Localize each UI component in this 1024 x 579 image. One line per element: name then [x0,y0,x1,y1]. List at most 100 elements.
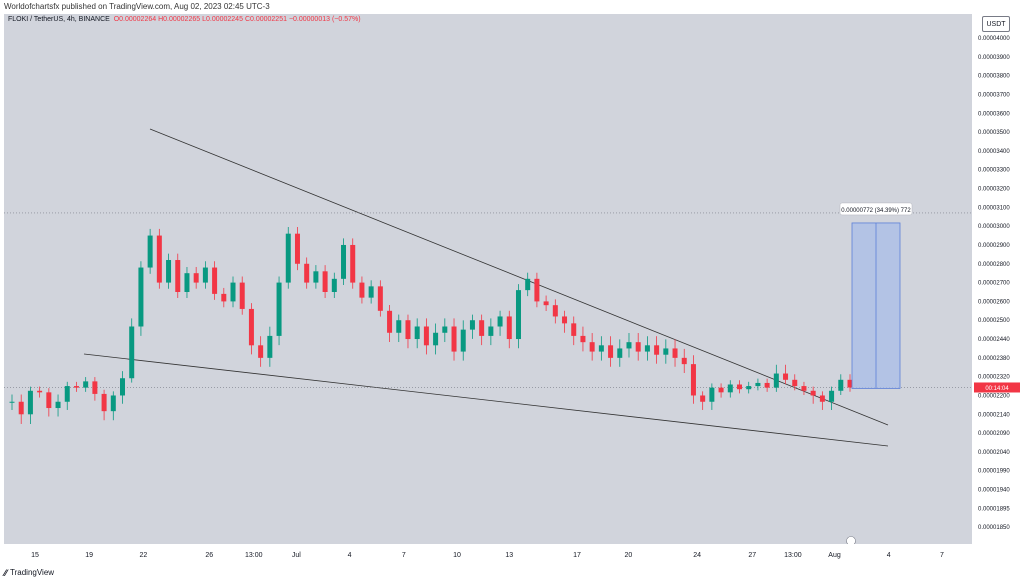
candle-body [147,235,153,268]
candle [46,388,52,417]
candle [387,305,393,343]
candle-body [801,386,807,391]
candle-body [663,348,669,355]
candle-body [129,326,135,379]
candle [129,318,135,383]
chart-plot-area[interactable]: 0.00000772 (34.39%) 772 [4,14,972,546]
candle-body [589,342,595,352]
candle [442,318,448,343]
candle-body [120,378,126,396]
candle [847,374,853,392]
price-tick-label: 0.00003600 [978,111,1010,117]
candle [764,378,770,392]
candle [258,336,264,367]
candle-body [46,392,52,409]
candle-body [792,379,798,387]
time-axis[interactable]: 15 19 22 26 13:00 Jul 4 7 10 13 17 20 24 27 13:00 Aug 4 7 [4,544,972,566]
candle-body [230,282,236,302]
candle [184,266,190,298]
candle-body [608,345,614,358]
candle-body [469,320,475,330]
candle-body [193,273,199,283]
candle [304,257,310,289]
candle-body [580,335,586,343]
candle [37,386,43,398]
currency-button[interactable]: USDT [982,16,1010,32]
upper-trendline [149,128,889,426]
footer: ⁄⁄ TradingView [4,566,54,579]
candle [193,266,199,289]
candle-body [258,345,264,358]
candle-body [331,278,337,292]
price-tick-label: 0.00002600 [978,299,1010,305]
candle-body [423,326,429,346]
time-tick-label: 10 [453,552,461,559]
candle-body [700,395,706,402]
candle [285,226,291,289]
candle [377,280,383,317]
candle-body [451,326,457,352]
price-axis[interactable]: 0.00004000 0.00003900 0.00003800 0.00003700… [972,14,1024,550]
candle-body [166,260,172,283]
candle-body [212,267,218,294]
candle [433,323,439,355]
candle-body [294,233,300,264]
candle [654,336,660,364]
price-tick-label: 0.00003100 [978,205,1010,211]
candle-body [488,326,494,336]
candle-body [304,263,310,283]
price-tick-label: 0.00002040 [978,450,1010,456]
candle [83,377,89,392]
candle [700,391,706,410]
price-tick-label: 0.00002380 [978,356,1010,362]
candle [55,394,61,417]
time-tick-label: 27 [748,552,756,559]
candle [690,355,696,404]
candle [350,238,356,289]
candle-body [101,393,107,412]
price-tick-label: 0.00002140 [978,412,1010,418]
candle [92,377,98,401]
candle-body [442,326,448,333]
candle [672,339,678,367]
candle [681,348,687,374]
price-tick-label: 0.00003300 [978,168,1010,174]
candle-body [681,357,687,365]
candle-body [819,395,825,402]
candle-body [727,384,733,393]
price-tick-label: 0.00001895 [978,506,1010,512]
candle-body [709,387,715,402]
candle [838,374,844,395]
candle [598,336,604,361]
price-tick-label: 0.00002500 [978,318,1010,324]
candle [755,378,761,391]
candle-body [414,326,420,340]
candle [819,391,825,410]
candle-body [276,282,282,336]
candle [515,284,521,349]
candle [534,272,540,308]
candle [479,314,485,346]
time-tick-label: 20 [624,552,632,559]
candle [497,310,503,336]
candle [571,316,577,346]
candle-body [248,308,254,346]
candle [276,276,282,346]
candle [331,272,337,298]
candle-body [387,310,393,333]
candle [396,314,402,343]
candle-body [626,342,632,349]
candle-body [221,293,227,302]
time-tick-label: 17 [573,552,581,559]
candle-body [829,390,835,402]
price-tick-label: 0.00002800 [978,262,1010,268]
candle [18,394,24,424]
candle-body [598,345,604,352]
price-tick-label: 0.00002440 [978,337,1010,343]
candle [460,320,466,361]
candle-body [635,342,641,352]
time-tick-label: 7 [402,552,406,559]
time-tick-label: 26 [205,552,213,559]
price-tick-label: 0.00002320 [978,375,1010,381]
candle [718,383,724,398]
